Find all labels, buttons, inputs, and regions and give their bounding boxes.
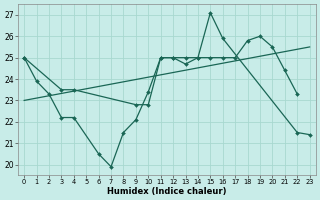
X-axis label: Humidex (Indice chaleur): Humidex (Indice chaleur) — [107, 187, 227, 196]
